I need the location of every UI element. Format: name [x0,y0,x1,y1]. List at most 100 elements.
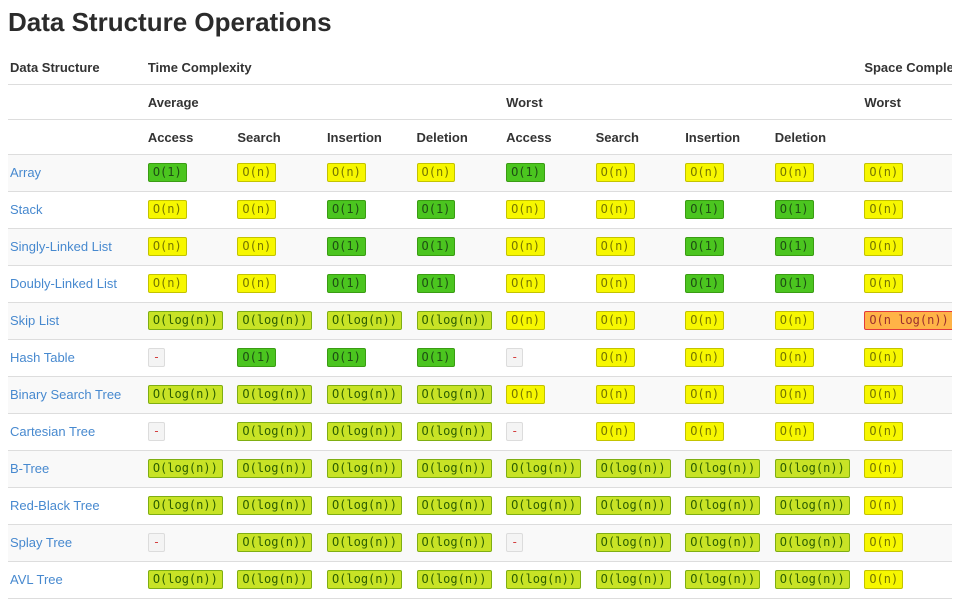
complexity-cell: O(n) [593,339,684,377]
complexity-badge: O(log(n)) [595,533,671,553]
complexity-badge: O(n) [864,496,904,516]
complexity-cell: O(n) [593,413,684,451]
complexity-badge: O(1) [774,200,814,220]
complexity-badge: O(log(n)) [326,459,402,479]
complexity-badge: O(log(n)) [774,459,850,479]
complexity-cell: O(log(n)) [414,487,505,525]
complexity-badge: O(log(n)) [506,496,582,516]
complexity-badge: O(n) [595,385,635,405]
complexity-badge: - [506,348,524,368]
col-header-data-structure: Data Structure [8,49,146,85]
complexity-cell: O(n log(n)) [862,302,952,340]
complexity-cell: O(n) [683,154,773,192]
complexity-badge: O(log(n)) [147,496,223,516]
row-label-link[interactable]: Splay Tree [10,535,73,551]
complexity-badge: O(log(n)) [147,570,223,590]
row-label-link[interactable]: Cartesian Tree [10,424,96,440]
header-spacer [8,84,146,120]
complexity-badge: - [147,533,166,553]
complexity-badge: O(log(n)) [237,385,313,405]
complexity-badge: O(n) [506,311,545,331]
row-label-link[interactable]: Binary Search Tree [10,387,122,403]
complexity-cell: - [504,339,594,377]
complexity-cell: O(n) [235,228,325,266]
complexity-badge: O(n) [774,311,814,331]
col-header-worst-access: Access [504,119,594,155]
complexity-cell: O(log(n)) [324,561,415,599]
complexity-cell: O(n) [235,191,325,229]
complexity-cell: O(n) [593,265,684,303]
row-label-cell: Red-Black Tree [8,487,146,525]
complexity-badge: O(n) [685,385,725,405]
col-group-space-complexity: Space Complexity [862,49,952,85]
complexity-cell: O(n) [862,524,952,562]
complexity-badge: O(n) [864,348,904,368]
table-row: AVL Tree O(log(n)) O(log(n)) O(log(n)) O(log… [8,561,952,599]
complexity-badge: O(1) [416,274,456,294]
complexity-cell: O(n) [862,154,952,192]
col-group-space-worst: Worst [862,84,952,120]
complexity-badge: O(n) [864,237,904,257]
header-row-case: Average Worst Worst [8,84,952,120]
complexity-cell: O(n) [862,191,952,229]
complexity-badge: O(log(n)) [506,459,582,479]
complexity-cell: O(log(n)) [504,561,594,599]
complexity-badge: O(1) [416,200,456,220]
complexity-cell: O(log(n)) [235,376,325,414]
complexity-cell: - [145,339,236,377]
complexity-cell: O(1) [145,154,236,192]
complexity-cell: - [504,413,594,451]
complexity-badge: - [506,533,524,553]
row-label-cell: Array [8,154,146,192]
row-label-link[interactable]: Stack [10,202,43,218]
complexity-badge: O(n) [416,163,456,183]
complexity-badge: O(log(n)) [416,496,492,516]
complexity-badge: O(log(n)) [147,459,223,479]
complexity-badge: O(n) [506,200,545,220]
complexity-badge: - [147,422,166,442]
complexity-cell: O(1) [324,191,415,229]
complexity-cell: O(n) [772,302,863,340]
row-label-cell: B-Tree [8,450,146,488]
complexity-badge: O(n) [595,237,635,257]
complexity-badge: O(1) [506,163,545,183]
complexity-badge: O(log(n)) [326,385,402,405]
complexity-cell: O(1) [324,339,415,377]
table-row: Doubly-Linked List O(n) O(n) O(1) O(1) O(n) O(… [8,265,952,303]
row-label-link[interactable]: Doubly-Linked List [10,276,117,292]
col-header-avg-access: Access [145,119,236,155]
row-label-cell: Binary Search Tree [8,376,146,414]
complexity-badge: O(1) [416,237,456,257]
row-label-link[interactable]: Red-Black Tree [10,498,100,514]
complexity-cell: O(1) [414,191,505,229]
row-label-link[interactable]: B-Tree [10,461,50,477]
complexity-badge: O(1) [147,163,187,183]
complexity-badge: O(n) [864,422,904,442]
complexity-badge: O(log(n)) [237,533,313,553]
complexity-cell: O(log(n)) [324,302,415,340]
row-label-link[interactable]: Hash Table [10,350,75,366]
complexity-badge: O(n) [864,385,904,405]
complexity-cell: O(log(n)) [145,450,236,488]
row-label-link[interactable]: Singly-Linked List [10,239,112,255]
complexity-cell: O(1) [235,339,325,377]
row-label-link[interactable]: Skip List [10,313,60,329]
complexity-badge: O(n) [864,200,904,220]
complexity-cell: O(log(n)) [235,524,325,562]
complexity-badge: O(log(n)) [237,422,313,442]
complexity-cell: O(n) [862,265,952,303]
row-label-link[interactable]: Array [10,165,42,181]
table-row: Splay Tree - O(log(n)) O(log(n)) O(log(n)) - O… [8,524,952,562]
complexity-cell: O(log(n)) [145,376,236,414]
complexity-cell: O(log(n)) [683,524,773,562]
complexity-cell: O(1) [414,228,505,266]
complexity-badge: O(log(n)) [595,459,671,479]
complexity-cell: O(n) [324,154,415,192]
complexity-table: Data Structure Time Complexity Space Com… [8,49,952,599]
table-row: Red-Black Tree O(log(n)) O(log(n)) O(log(n)… [8,487,952,525]
complexity-cell: O(n) [683,376,773,414]
row-label-link[interactable]: AVL Tree [10,572,63,588]
complexity-cell: O(log(n)) [414,302,505,340]
complexity-cell: O(log(n)) [772,450,863,488]
table-row: Singly-Linked List O(n) O(n) O(1) O(1) O(n) O(… [8,228,952,266]
